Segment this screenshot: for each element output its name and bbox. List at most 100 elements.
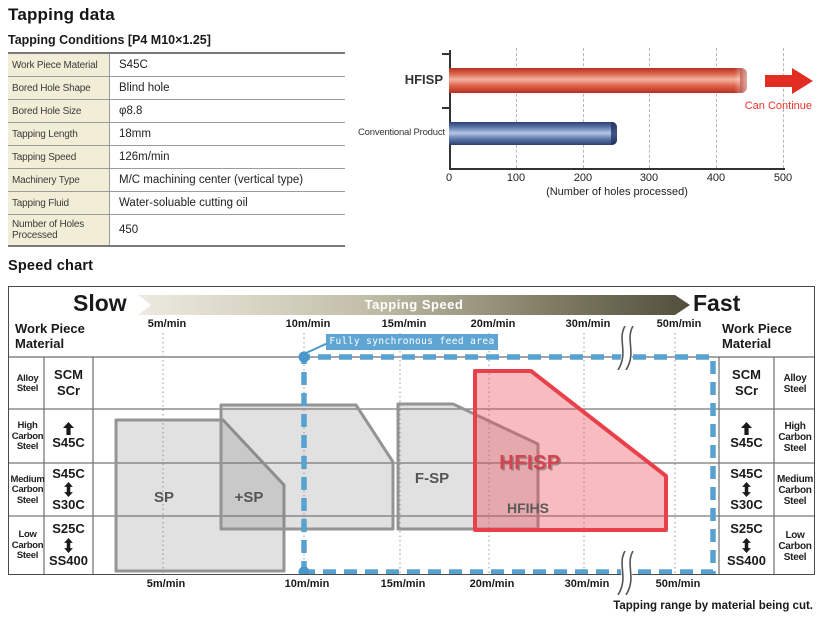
grade-bottom: SCr xyxy=(734,382,759,398)
row-value: 126m/min xyxy=(119,151,170,163)
plus-sp-label: +SP xyxy=(234,489,264,506)
row-label: Tapping Length xyxy=(8,123,110,145)
speed-tick-top-20: 20m/min xyxy=(470,318,516,330)
gridline-300 xyxy=(649,48,650,168)
grade-top: SCM xyxy=(732,367,761,383)
tapping-speed-band: Tapping Speed xyxy=(138,295,690,315)
table-row: Tapping Length 18mm xyxy=(8,123,345,146)
arrow-updown-icon xyxy=(742,537,751,553)
bar-fade xyxy=(734,67,764,94)
x-axis-label: (Number of holes processed) xyxy=(546,186,688,198)
speed-chart: Slow Tapping Speed Fast 5m/min 10m/min 1… xyxy=(8,286,815,575)
grade-top: S25C xyxy=(52,521,85,537)
tapping-conditions-table: Work Piece Material S45C Bored Hole Shap… xyxy=(8,52,345,247)
material-type-cell: Medium Carbon Steel xyxy=(777,474,813,507)
speed-chart-heading: Speed chart xyxy=(8,258,94,274)
grade-top: S45C xyxy=(52,465,85,481)
y-axis-tick xyxy=(442,53,450,55)
speed-tick-top-30: 30m/min xyxy=(565,318,611,330)
material-type-cell: Alloy Steel xyxy=(16,372,39,394)
grade-bottom: SS400 xyxy=(726,552,767,568)
speed-chart-caption: Tapping range by material being cut. xyxy=(613,600,813,612)
grade-top: S45C xyxy=(730,465,763,481)
material-grade-cell: S25C SS400 xyxy=(44,516,93,574)
grade-bottom: SS400 xyxy=(48,552,89,568)
y-axis xyxy=(449,50,451,168)
bar-label-hfisp: HFISP xyxy=(404,72,443,87)
bar-conventional xyxy=(449,122,617,145)
table-row: Number of Holes Processed 450 xyxy=(8,215,345,245)
row-value: 18mm xyxy=(119,128,151,140)
speed-tick-bottom-30: 30m/min xyxy=(564,578,610,590)
speed-tick-bottom-5: 5m/min xyxy=(146,578,186,590)
material-type-cell: Low Carbon Steel xyxy=(11,529,44,562)
work-piece-header-left: Work Piece Material xyxy=(15,321,85,351)
row-value: Blind hole xyxy=(119,82,170,94)
synchronous-area-dot-top xyxy=(298,351,310,363)
table-row: Tapping Fluid Water-soluable cutting oil xyxy=(8,192,345,215)
f-sp-label: F-SP xyxy=(414,470,450,487)
grade-bottom: S30C xyxy=(52,497,85,512)
row-value: 450 xyxy=(119,224,139,236)
table-row: Bored Hole Size φ8.8 xyxy=(8,100,345,123)
material-type-cell: High Carbon Steel xyxy=(778,420,812,454)
material-grade-cell: S25C SS400 xyxy=(719,516,774,574)
x-axis xyxy=(449,168,785,170)
conditions-heading: Tapping Conditions [P4 M10×1.25] xyxy=(8,33,211,47)
bar-label-conventional: Conventional Product xyxy=(358,127,445,138)
row-label: Work Piece Material xyxy=(8,54,110,76)
continue-arrow-head xyxy=(792,68,813,94)
material-type-cell: Alloy Steel xyxy=(783,373,807,395)
slow-label: Slow xyxy=(73,290,127,316)
arrow-up-icon xyxy=(63,421,74,435)
speed-tick-top-10: 10m/min xyxy=(285,318,331,330)
gridline-400 xyxy=(716,48,717,168)
grade-top: S25C xyxy=(730,521,763,537)
bar-hfisp xyxy=(449,68,747,93)
x-tick-300: 300 xyxy=(639,172,659,184)
material-type-cell: High Carbon Steel xyxy=(11,420,44,453)
x-tick-0: 0 xyxy=(445,172,453,184)
arrow-updown-icon xyxy=(64,537,73,553)
gridline-500 xyxy=(783,48,784,168)
speed-tick-top-5: 5m/min xyxy=(147,318,187,330)
material-grade-cell: SCM SCr xyxy=(719,357,774,409)
axis-break-top xyxy=(617,326,635,370)
material-grade-cell: S45C xyxy=(719,409,774,463)
axis-break-bottom xyxy=(617,551,635,595)
row-value: φ8.8 xyxy=(119,105,143,117)
material-grade-cell: SCM SCr xyxy=(44,357,93,409)
synchronous-area-dot-bottom xyxy=(298,566,310,574)
row-label: Machinery Type xyxy=(8,169,110,191)
table-row: Work Piece Material S45C xyxy=(8,54,345,77)
hfisp-label: HFISP xyxy=(499,452,561,474)
material-grade-cell: S45C S30C xyxy=(44,463,93,516)
grade-bottom: S45C xyxy=(52,434,85,450)
grade-bottom: S30C xyxy=(730,497,763,512)
row-value: M/C machining center (vertical type) xyxy=(119,174,304,186)
row-value: S45C xyxy=(119,59,148,71)
x-tick-500: 500 xyxy=(773,172,793,184)
sp-label: SP xyxy=(153,489,174,506)
speed-tick-bottom-15: 15m/min xyxy=(380,578,426,590)
speed-chart-canvas xyxy=(9,333,814,574)
page-title: Tapping data xyxy=(8,5,115,24)
hfisp-region xyxy=(473,369,668,532)
holes-processed-bar-chart: HFISP Conventional Product Can Continue … xyxy=(358,40,820,198)
speed-tick-top-15: 15m/min xyxy=(381,318,427,330)
gridline-100 xyxy=(516,48,517,168)
x-tick-400: 400 xyxy=(706,172,726,184)
table-row: Machinery Type M/C machining center (ver… xyxy=(8,169,345,192)
synchronous-area-outline xyxy=(301,354,716,574)
plus-sp-region xyxy=(219,403,395,531)
grade-bottom: SCr xyxy=(56,382,81,398)
arrow-up-icon xyxy=(741,421,752,435)
material-type-cell: Medium Carbon Steel xyxy=(10,473,45,506)
hfihs-label: HFIHS xyxy=(507,500,549,516)
material-grade-cell: S45C S30C xyxy=(719,463,774,516)
row-label: Bored Hole Shape xyxy=(8,77,110,99)
material-type-cell: Low Carbon Steel xyxy=(778,529,812,563)
callout-connector xyxy=(305,342,329,354)
table-row: Tapping Speed 126m/min xyxy=(8,146,345,169)
speed-tick-bottom-20: 20m/min xyxy=(469,578,515,590)
